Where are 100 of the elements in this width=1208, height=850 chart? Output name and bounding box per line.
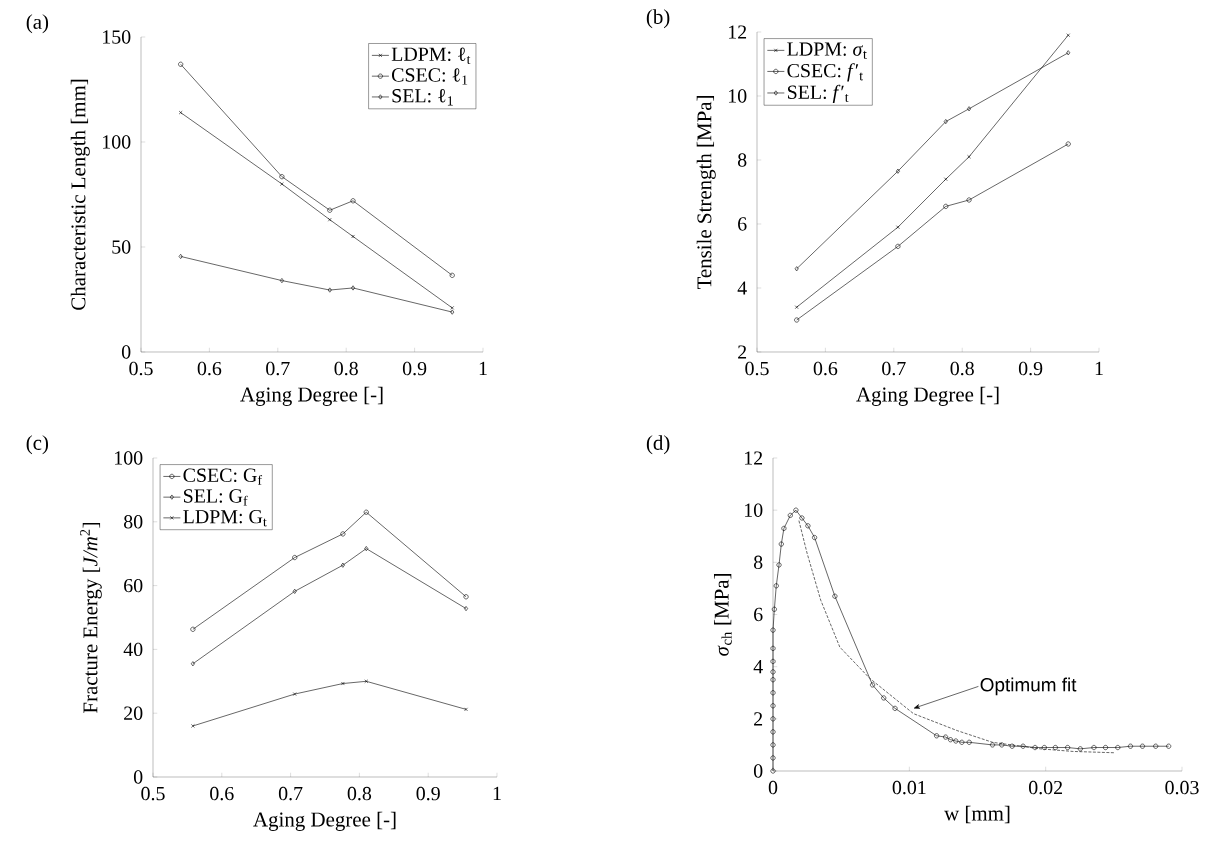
x-tick-label: 1 xyxy=(479,361,487,375)
x-tick-label: 1 xyxy=(493,786,501,800)
legend-label: LDPM: G$_{t}$ xyxy=(183,510,267,527)
point xyxy=(1127,743,1133,749)
x-axis-title: Aging Degree [-] xyxy=(240,386,383,406)
point xyxy=(934,733,940,739)
legend-label: LDPM: ℓ$_{t}$ xyxy=(391,47,471,64)
y-tick-label: 0 xyxy=(133,770,143,784)
legend-label: SEL: f′$_{t}$ xyxy=(787,84,849,103)
point xyxy=(881,695,887,701)
point xyxy=(1041,745,1047,751)
point xyxy=(1103,745,1109,751)
point xyxy=(966,739,972,745)
point xyxy=(943,203,949,209)
x-axis-title: w [mm] xyxy=(944,805,1010,824)
y-tick-label: 4 xyxy=(753,660,763,674)
annotation: Optimum fit xyxy=(980,677,1077,696)
point xyxy=(1139,743,1145,749)
point xyxy=(1115,745,1121,751)
point xyxy=(340,562,345,568)
point xyxy=(812,535,818,541)
point xyxy=(351,285,355,291)
y-tick-label: 100 xyxy=(103,135,131,149)
chart-title: (d) xyxy=(646,435,670,455)
y-tick-label: 50 xyxy=(112,240,131,254)
point xyxy=(787,512,793,518)
point xyxy=(1077,746,1083,752)
point xyxy=(327,217,332,222)
y-tick-label: 8 xyxy=(753,555,763,570)
point xyxy=(799,515,805,521)
point xyxy=(773,583,779,589)
point xyxy=(966,197,972,203)
y-axis-title: σ$_{ch}$ [MPa] xyxy=(713,574,732,656)
y-tick-label: 20 xyxy=(124,706,143,720)
point xyxy=(351,234,355,239)
point xyxy=(363,509,369,515)
y-tick-label: 12 xyxy=(728,25,747,39)
point xyxy=(292,555,298,561)
point xyxy=(279,174,285,180)
point xyxy=(770,716,776,722)
y-tick-label: 12 xyxy=(744,451,763,465)
point xyxy=(805,523,811,529)
legend-label: CSEC: G$_{f}$ xyxy=(183,468,263,485)
x-tick-label: 0.01 xyxy=(892,780,926,795)
x-tick-label: 0.9 xyxy=(416,786,440,801)
point xyxy=(341,681,345,686)
x-tick-label: 0 xyxy=(768,780,778,795)
chart-title: (b) xyxy=(646,9,670,29)
chart-title: (a) xyxy=(26,14,49,34)
point xyxy=(832,593,838,599)
x-tick-label: 1 xyxy=(1095,361,1103,375)
y-tick-label: 40 xyxy=(123,642,143,657)
point xyxy=(895,243,901,249)
point xyxy=(967,106,971,112)
point xyxy=(280,182,284,186)
x-tick-label: 0.6 xyxy=(813,361,838,376)
point xyxy=(1052,745,1058,751)
y-tick-label: 150 xyxy=(103,30,131,44)
y-tick-label: 100 xyxy=(115,451,143,465)
x-axis-title: Aging Degree [-] xyxy=(856,386,999,406)
x-tick-label: 0.5 xyxy=(745,361,769,376)
x-tick-label: 0.5 xyxy=(141,786,165,801)
point xyxy=(870,682,876,688)
y-tick-label: 8 xyxy=(737,153,747,167)
x-tick-label: 0.03 xyxy=(1165,780,1199,795)
point xyxy=(770,703,776,709)
x-tick-label: 0.9 xyxy=(1018,361,1043,376)
y-tick-label: 80 xyxy=(124,515,143,529)
point xyxy=(292,588,297,594)
point xyxy=(770,729,776,735)
point xyxy=(364,679,369,684)
point xyxy=(770,755,776,761)
point xyxy=(770,677,776,683)
x-tick-label: 0.8 xyxy=(334,361,358,376)
point xyxy=(364,546,369,552)
x-tick-label: 0.5 xyxy=(129,361,153,376)
point xyxy=(292,692,297,696)
point xyxy=(1020,743,1026,749)
y-tick-label: 2 xyxy=(754,712,763,726)
y-axis-title: Characteristic Length [mm] xyxy=(70,79,90,310)
point xyxy=(770,669,776,675)
point xyxy=(350,198,356,204)
point xyxy=(1009,743,1015,749)
x-tick-label: 0.6 xyxy=(210,786,234,801)
point xyxy=(953,738,959,744)
point xyxy=(1153,743,1159,749)
point xyxy=(279,278,284,284)
point xyxy=(943,734,949,740)
point xyxy=(943,177,948,182)
legend-label: CSEC: f′$_{t}$ xyxy=(787,63,863,82)
point xyxy=(1091,745,1097,751)
x-tick-label: 0.9 xyxy=(402,361,427,376)
point xyxy=(340,531,346,537)
point xyxy=(770,690,776,696)
x-tick-label: 0.8 xyxy=(347,786,372,801)
legend-label: SEL: ℓ$_{1}$ xyxy=(392,89,453,106)
y-axis-title: Fracture Energy [J/m$^{2}$] xyxy=(80,522,102,713)
y-tick-label: 60 xyxy=(124,578,143,593)
y-tick-label: 6 xyxy=(738,217,747,231)
y-tick-label: 4 xyxy=(737,281,747,295)
